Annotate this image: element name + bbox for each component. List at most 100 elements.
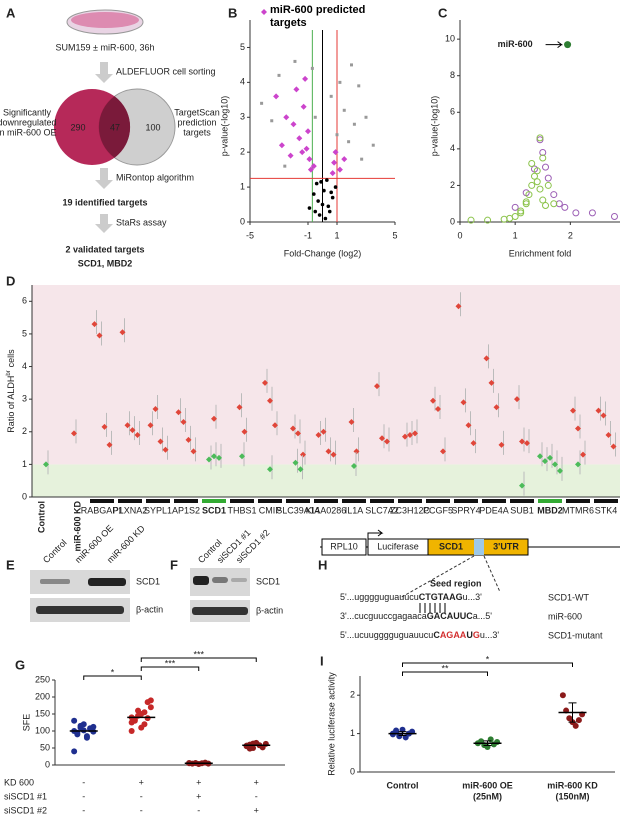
point bbox=[364, 115, 368, 119]
condition-sign: + bbox=[254, 805, 259, 815]
sequence-part: 5'...ugggguguauucu bbox=[340, 592, 419, 602]
point bbox=[320, 202, 325, 207]
point bbox=[71, 717, 78, 724]
point bbox=[299, 149, 306, 156]
point bbox=[315, 432, 322, 439]
x-axis-label: Enrichment fold bbox=[509, 248, 572, 258]
arrow bbox=[95, 62, 113, 83]
x-tick-label: AP1S2 bbox=[172, 505, 200, 515]
point bbox=[106, 441, 113, 448]
point bbox=[610, 443, 617, 450]
panel-label: B bbox=[228, 5, 237, 20]
construct-label: 3'UTR bbox=[493, 541, 519, 551]
point bbox=[180, 418, 187, 425]
point bbox=[536, 136, 544, 144]
venn-label: in miR-600 OE bbox=[0, 127, 57, 137]
y-tick-label: 4 bbox=[450, 143, 455, 153]
point bbox=[506, 214, 514, 222]
x-tick-label: -5 bbox=[246, 230, 254, 240]
significance-bracket bbox=[402, 662, 573, 667]
y-tick-label: 6 bbox=[22, 296, 27, 306]
sequence-name: SCD1-mutant bbox=[548, 630, 603, 640]
point bbox=[338, 80, 342, 84]
row-label: β-actin bbox=[256, 605, 283, 615]
point bbox=[293, 59, 297, 63]
point bbox=[141, 709, 148, 716]
point bbox=[575, 717, 582, 724]
sequence-part: u...3' bbox=[480, 630, 500, 640]
annotation-arrow bbox=[545, 41, 564, 49]
venn-label: targets bbox=[183, 127, 211, 137]
point bbox=[539, 196, 547, 204]
point bbox=[544, 181, 552, 189]
band bbox=[231, 578, 247, 582]
point bbox=[74, 731, 81, 738]
arrow bbox=[95, 214, 113, 233]
band bbox=[88, 578, 126, 586]
step: ALDEFLUOR cell sorting bbox=[116, 66, 216, 76]
significance-bracket bbox=[140, 666, 200, 671]
point bbox=[360, 157, 364, 161]
point bbox=[465, 422, 472, 429]
point bbox=[371, 143, 375, 147]
panel-label: D bbox=[6, 273, 15, 288]
point bbox=[134, 432, 141, 439]
point bbox=[211, 415, 217, 422]
significance-label: * bbox=[111, 667, 115, 677]
point bbox=[262, 379, 268, 386]
point bbox=[559, 692, 566, 699]
x-tick-label: THBS1 bbox=[227, 505, 256, 515]
panel-label: F bbox=[170, 557, 178, 572]
y-tick-label: 4 bbox=[22, 361, 27, 371]
point bbox=[542, 202, 550, 210]
x-tick-label: SPRY4 bbox=[451, 505, 480, 515]
point bbox=[77, 722, 84, 729]
category-bar bbox=[202, 499, 226, 503]
point bbox=[595, 407, 602, 414]
point bbox=[396, 733, 403, 740]
point bbox=[524, 440, 530, 447]
point bbox=[162, 446, 169, 453]
x-tick-label: SCD1 bbox=[202, 505, 226, 515]
y-tick-label: 2 bbox=[450, 180, 455, 190]
y-tick-label: 1 bbox=[350, 728, 355, 738]
category-bar bbox=[146, 499, 170, 503]
legend-label: miR-600 predicted targets bbox=[270, 4, 366, 29]
point bbox=[290, 425, 296, 432]
point bbox=[530, 172, 538, 180]
y-axis-label: p-value(-log10) bbox=[429, 96, 439, 157]
point bbox=[342, 108, 346, 112]
point bbox=[330, 451, 337, 458]
point bbox=[547, 454, 553, 461]
pairing bbox=[419, 603, 446, 613]
annotation: miR-600 bbox=[498, 39, 533, 49]
point bbox=[564, 41, 572, 49]
point bbox=[323, 216, 328, 221]
condition-sign: - bbox=[82, 805, 85, 815]
x-tick-label: SUB1 bbox=[510, 505, 534, 515]
sequence-part: 5'...ucuugggguguauucu bbox=[340, 630, 433, 640]
category-bar bbox=[426, 499, 450, 503]
point bbox=[71, 748, 78, 755]
point bbox=[550, 200, 558, 208]
sequence-part: a...5' bbox=[473, 611, 493, 621]
arrow bbox=[95, 168, 113, 189]
point bbox=[310, 66, 314, 70]
point bbox=[147, 697, 154, 704]
construct-label: RPL10 bbox=[330, 541, 358, 551]
category-bar bbox=[594, 499, 618, 503]
point bbox=[393, 727, 400, 734]
point bbox=[351, 463, 357, 470]
row-label: β-actin bbox=[136, 604, 163, 614]
point bbox=[570, 407, 576, 414]
point bbox=[514, 396, 520, 403]
point bbox=[239, 453, 245, 460]
legend: miR-600 predicted targets bbox=[270, 4, 366, 29]
point bbox=[96, 332, 103, 339]
point bbox=[528, 159, 536, 167]
point bbox=[483, 355, 490, 362]
point bbox=[310, 163, 317, 170]
point bbox=[488, 379, 495, 386]
y-tick-label: 0 bbox=[450, 216, 455, 226]
